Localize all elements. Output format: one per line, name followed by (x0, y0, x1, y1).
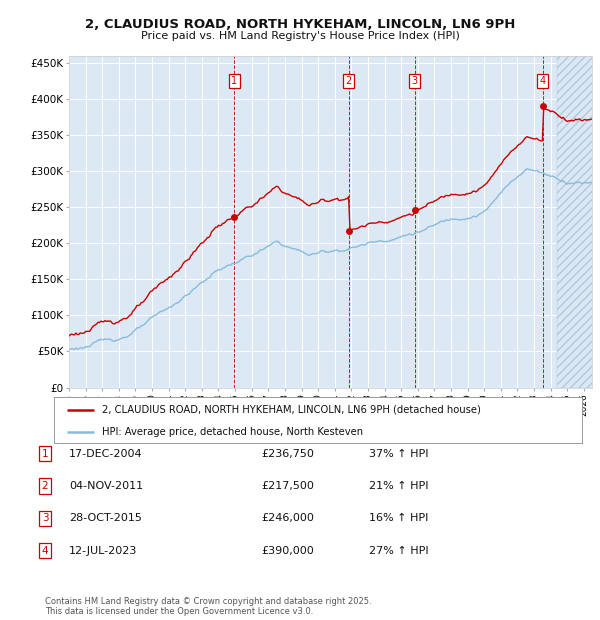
Text: £217,500: £217,500 (261, 481, 314, 491)
Text: 2: 2 (346, 76, 352, 86)
Text: 1: 1 (232, 76, 238, 86)
Text: £246,000: £246,000 (261, 513, 314, 523)
Text: 04-NOV-2011: 04-NOV-2011 (69, 481, 143, 491)
Text: 2: 2 (41, 481, 49, 491)
Text: 37% ↑ HPI: 37% ↑ HPI (369, 449, 428, 459)
Text: 3: 3 (412, 76, 418, 86)
Text: HPI: Average price, detached house, North Kesteven: HPI: Average price, detached house, Nort… (101, 427, 362, 436)
Text: 28-OCT-2015: 28-OCT-2015 (69, 513, 142, 523)
Text: £236,750: £236,750 (261, 449, 314, 459)
Text: 1: 1 (41, 449, 49, 459)
Text: 27% ↑ HPI: 27% ↑ HPI (369, 546, 428, 556)
Text: Price paid vs. HM Land Registry's House Price Index (HPI): Price paid vs. HM Land Registry's House … (140, 31, 460, 41)
Text: 17-DEC-2004: 17-DEC-2004 (69, 449, 143, 459)
Text: 4: 4 (41, 546, 49, 556)
Bar (557, 56, 600, 388)
Text: 16% ↑ HPI: 16% ↑ HPI (369, 513, 428, 523)
Text: 3: 3 (41, 513, 49, 523)
Text: 4: 4 (540, 76, 546, 86)
Text: 21% ↑ HPI: 21% ↑ HPI (369, 481, 428, 491)
Text: 2, CLAUDIUS ROAD, NORTH HYKEHAM, LINCOLN, LN6 9PH: 2, CLAUDIUS ROAD, NORTH HYKEHAM, LINCOLN… (85, 19, 515, 31)
Text: £390,000: £390,000 (261, 546, 314, 556)
Text: This data is licensed under the Open Government Licence v3.0.: This data is licensed under the Open Gov… (45, 607, 313, 616)
Text: Contains HM Land Registry data © Crown copyright and database right 2025.: Contains HM Land Registry data © Crown c… (45, 597, 371, 606)
Text: 12-JUL-2023: 12-JUL-2023 (69, 546, 137, 556)
Text: 2, CLAUDIUS ROAD, NORTH HYKEHAM, LINCOLN, LN6 9PH (detached house): 2, CLAUDIUS ROAD, NORTH HYKEHAM, LINCOLN… (101, 405, 481, 415)
